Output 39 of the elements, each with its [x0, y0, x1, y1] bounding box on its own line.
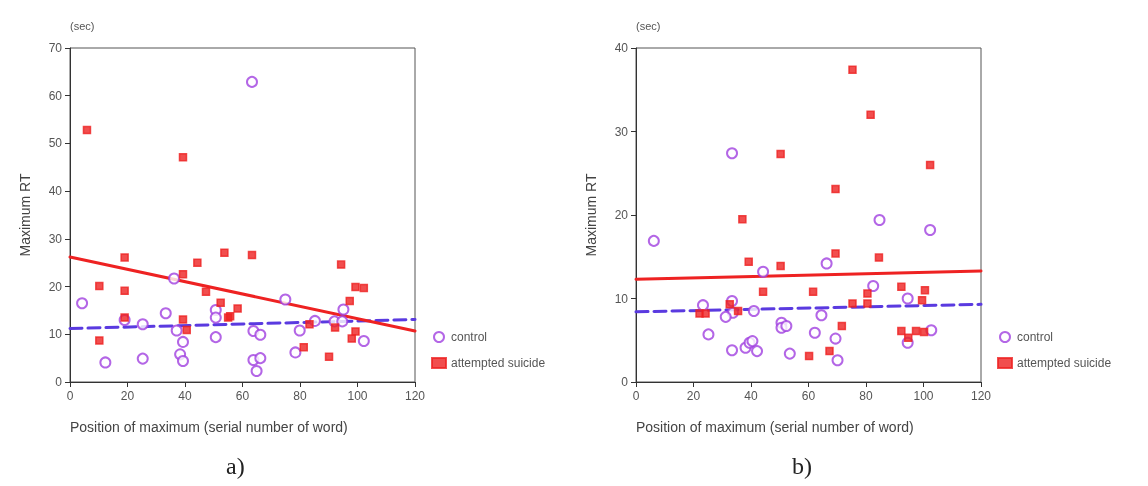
x-axis-title: Position of maximum (serial number of word)	[70, 419, 348, 435]
y-tick-label: 60	[48, 88, 63, 103]
y-axis-title: Maximum RT	[583, 173, 599, 257]
y-tick-label: 50	[48, 136, 63, 151]
x-tick-label: 20	[120, 389, 135, 403]
legend-label: control	[1017, 330, 1054, 344]
y-tick-label: 30	[48, 231, 63, 246]
y-tick-label: 40	[48, 184, 63, 199]
x-tick-label: 80	[859, 389, 873, 403]
y-tick-label: 20	[48, 279, 63, 294]
x-tick-label: 100	[913, 389, 934, 403]
y-tick-label: 30	[614, 124, 629, 139]
x-axis-title: Position of maximum (serial number of word)	[636, 419, 914, 435]
y-tick-label: 40	[614, 41, 629, 55]
legend-label: attempted suicide	[1017, 356, 1112, 370]
x-tick-label: 60	[801, 389, 816, 403]
x-tick-label: 0	[66, 389, 74, 403]
y-tick-label: 10	[48, 327, 63, 342]
x-tick-label: 120	[404, 389, 426, 403]
x-tick-label: 0	[632, 389, 640, 403]
legend-label: control	[451, 330, 488, 344]
x-tick-label: 40	[744, 389, 758, 403]
x-tick-label: 100	[347, 389, 368, 403]
x-tick-label: 40	[178, 389, 192, 403]
text: a)	[226, 453, 245, 479]
y-tick-label: 0	[621, 375, 629, 389]
x-tick-label: 20	[686, 389, 701, 403]
y-tick-label: 20	[614, 208, 629, 222]
x-tick-label: 80	[293, 389, 307, 403]
y-tick-label: 0	[55, 375, 63, 389]
text: (sec)	[70, 19, 95, 32]
text: b)	[792, 453, 812, 479]
text: (sec)	[636, 19, 661, 32]
legend-label: attempted suicide	[451, 356, 546, 370]
y-tick-label: 10	[614, 291, 629, 306]
y-axis-title: Maximum RT	[17, 173, 33, 257]
x-tick-label: 120	[970, 389, 992, 403]
x-tick-label: 60	[235, 389, 250, 403]
y-tick-label: 70	[48, 41, 63, 55]
